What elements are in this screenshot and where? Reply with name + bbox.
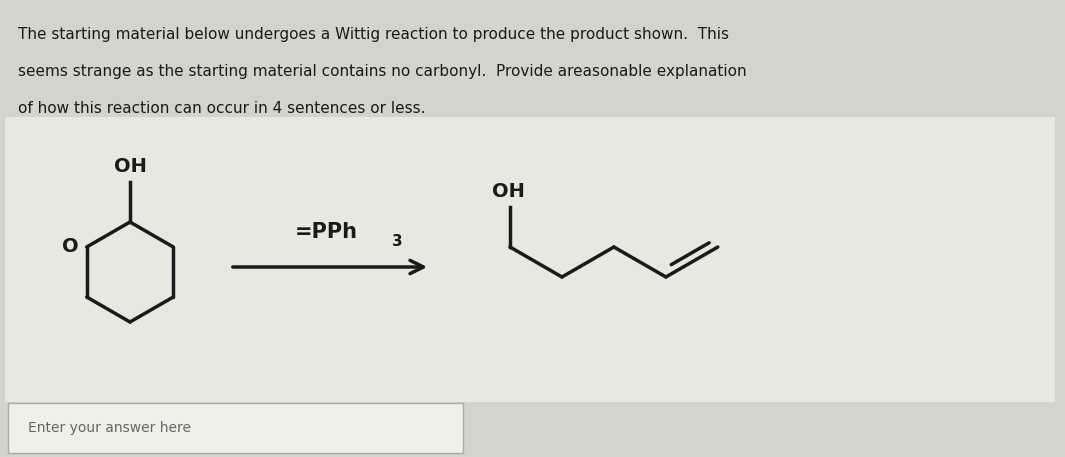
Text: of how this reaction can occur in 4 sentences or less.: of how this reaction can occur in 4 sent…	[18, 101, 426, 116]
Text: The starting material below undergoes a Wittig reaction to produce the product s: The starting material below undergoes a …	[18, 27, 730, 42]
Text: 3: 3	[392, 234, 403, 249]
Text: Enter your answer here: Enter your answer here	[28, 421, 191, 435]
Text: OH: OH	[114, 157, 146, 176]
FancyBboxPatch shape	[5, 117, 1055, 402]
Text: =PPh: =PPh	[295, 222, 358, 242]
FancyBboxPatch shape	[9, 403, 463, 453]
Text: O: O	[62, 237, 79, 255]
Text: OH: OH	[492, 182, 524, 201]
Text: seems strange as the starting material contains no carbonyl.  Provide areasonabl: seems strange as the starting material c…	[18, 64, 747, 79]
